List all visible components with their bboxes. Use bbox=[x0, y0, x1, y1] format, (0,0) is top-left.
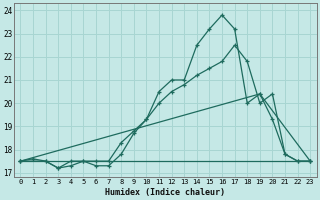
X-axis label: Humidex (Indice chaleur): Humidex (Indice chaleur) bbox=[105, 188, 225, 197]
